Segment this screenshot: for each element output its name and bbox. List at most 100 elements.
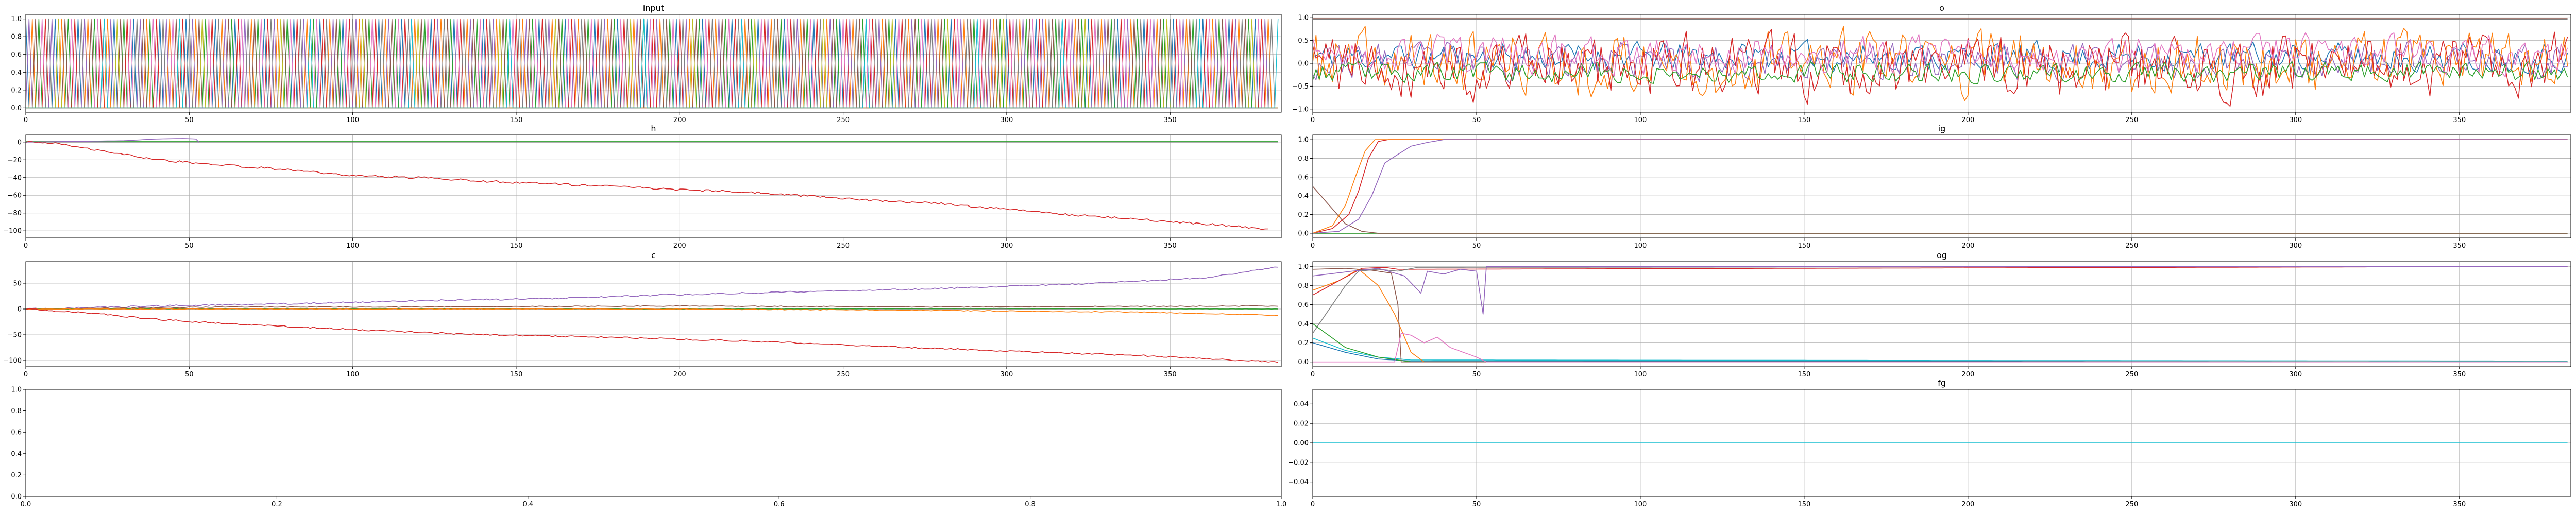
x-tick-label: 0.6 (774, 501, 785, 508)
y-tick-label: 0.4 (1298, 193, 1309, 200)
x-tick-label: 350 (2453, 242, 2466, 250)
x-tick-label: 150 (510, 116, 523, 124)
plot-area (26, 262, 1281, 367)
x-tick-label: 250 (2125, 116, 2138, 124)
y-tick-label: 0.2 (11, 472, 22, 479)
series-line (1313, 333, 2568, 363)
x-tick-label: 350 (2453, 501, 2466, 508)
x-tick-label: 150 (1798, 116, 1810, 124)
y-tick-label: −0.02 (1288, 459, 1309, 467)
series-group (26, 18, 1279, 109)
y-tick-label: 0.6 (1298, 174, 1309, 181)
y-tick-label: −20 (8, 157, 22, 164)
panel-title: ig (1938, 124, 1946, 133)
x-tick-label: 0 (1311, 371, 1315, 379)
axes-frame (25, 14, 1282, 113)
y-tick-label: 0.6 (11, 429, 22, 437)
x-tick-label: 200 (673, 371, 686, 379)
x-tick-label: 50 (185, 371, 194, 379)
x-tick-label: 250 (2125, 501, 2138, 508)
x-tick-label: 50 (185, 116, 194, 124)
panel-title: h (651, 124, 656, 133)
x-tick-label: 0 (1311, 116, 1315, 124)
y-tick-label: −0.5 (1292, 83, 1309, 91)
series-line (26, 266, 1278, 310)
x-tick-label: 150 (1798, 501, 1810, 508)
series-group (26, 138, 1278, 230)
series-line (26, 138, 199, 143)
y-tick-label: 0.8 (1298, 155, 1309, 163)
panel-title: o (1939, 3, 1944, 13)
x-tick-label: 100 (346, 242, 359, 250)
series-line (1313, 32, 2568, 77)
panel-input: 0 50 100 150 200 250 300 350 0.0 0.2 0.4 0.6 0.8 1.0 i… (11, 3, 1282, 124)
series-line (26, 18, 1279, 109)
x-tick-label: 200 (1961, 116, 1974, 124)
x-tick-label: 250 (2125, 242, 2138, 250)
axes-frame (25, 261, 1282, 367)
series-line (1313, 186, 2568, 234)
x-tick-label: 100 (1634, 116, 1647, 124)
x-tick-label: 350 (1164, 242, 1177, 250)
y-tick-label: 0.00 (1294, 440, 1309, 448)
y-tick-label: 0.02 (1294, 420, 1309, 428)
y-tick-label: 0.2 (11, 87, 22, 94)
x-tick-label: 0.8 (1025, 501, 1036, 508)
x-tick-label: 250 (2125, 371, 2138, 379)
panel-title: c (651, 250, 656, 260)
x-tick-label: 250 (837, 371, 850, 379)
series-line (1313, 139, 2568, 234)
axes-frame (1312, 134, 2571, 238)
panel-ig: 0 50 100 150 200 250 300 350 0.0 0.2 0.4 0.6 0.8 1.0 i… (1298, 124, 2571, 250)
x-tick-label: 300 (2289, 371, 2302, 379)
y-tick-label: 0.6 (1298, 301, 1309, 309)
panel-title: fg (1938, 378, 1946, 388)
panel-title: input (643, 3, 664, 13)
x-tick-label: 200 (673, 242, 686, 250)
x-tick-label: 100 (346, 371, 359, 379)
y-tick-label: 1.0 (11, 15, 22, 23)
y-tick-label: −1.0 (1292, 106, 1309, 113)
plot-area (26, 135, 1281, 238)
x-tick-label: 100 (346, 116, 359, 124)
y-tick-label: 0.4 (1298, 320, 1309, 328)
y-tick-label: 1.0 (1298, 14, 1309, 22)
x-tick-label: 350 (2453, 371, 2466, 379)
axes-frame (1312, 261, 2571, 367)
x-tick-label: 100 (1634, 371, 1647, 379)
y-tick-label: 1.0 (11, 386, 22, 394)
x-tick-label: 0.0 (21, 501, 31, 508)
series-line (1313, 337, 2568, 362)
y-tick-label: 0.5 (1298, 37, 1309, 45)
x-tick-label: 300 (1000, 371, 1013, 379)
x-tick-label: 50 (1472, 501, 1481, 508)
x-tick-label: 200 (1961, 242, 1974, 250)
y-tick-label: 0.0 (1298, 230, 1309, 237)
x-tick-label: 1.0 (1276, 501, 1287, 508)
y-tick-label: 0.6 (11, 51, 22, 59)
y-tick-label: 0.8 (1298, 282, 1309, 290)
y-tick-label: −50 (8, 332, 22, 339)
y-tick-label: −100 (3, 357, 22, 365)
y-tick-label: 0 (18, 139, 22, 146)
x-tick-label: 0 (24, 242, 28, 250)
x-tick-label: 250 (837, 242, 850, 250)
y-tick-label: −60 (8, 192, 22, 200)
y-tick-label: 0.0 (1298, 60, 1309, 68)
y-tick-label: −100 (3, 228, 22, 235)
x-tick-label: 300 (1000, 242, 1013, 250)
y-tick-label: 0.2 (1298, 339, 1309, 347)
y-tick-label: −40 (8, 174, 22, 182)
x-tick-label: 0 (24, 116, 28, 124)
y-tick-label: 0 (18, 306, 22, 314)
axes-frame (25, 134, 1282, 238)
panel-fg: 0 50 100 150 200 250 300 350 0.04 0.02 0.00 −0.02 −0… (1288, 378, 2571, 508)
y-tick-label: −0.04 (1288, 478, 1309, 486)
y-tick-label: 0.0 (11, 105, 22, 112)
x-tick-label: 250 (837, 116, 850, 124)
x-tick-label: 200 (1961, 501, 1974, 508)
series-line (1313, 60, 2568, 84)
x-tick-label: 100 (1634, 242, 1647, 250)
x-tick-label: 0 (24, 371, 28, 379)
